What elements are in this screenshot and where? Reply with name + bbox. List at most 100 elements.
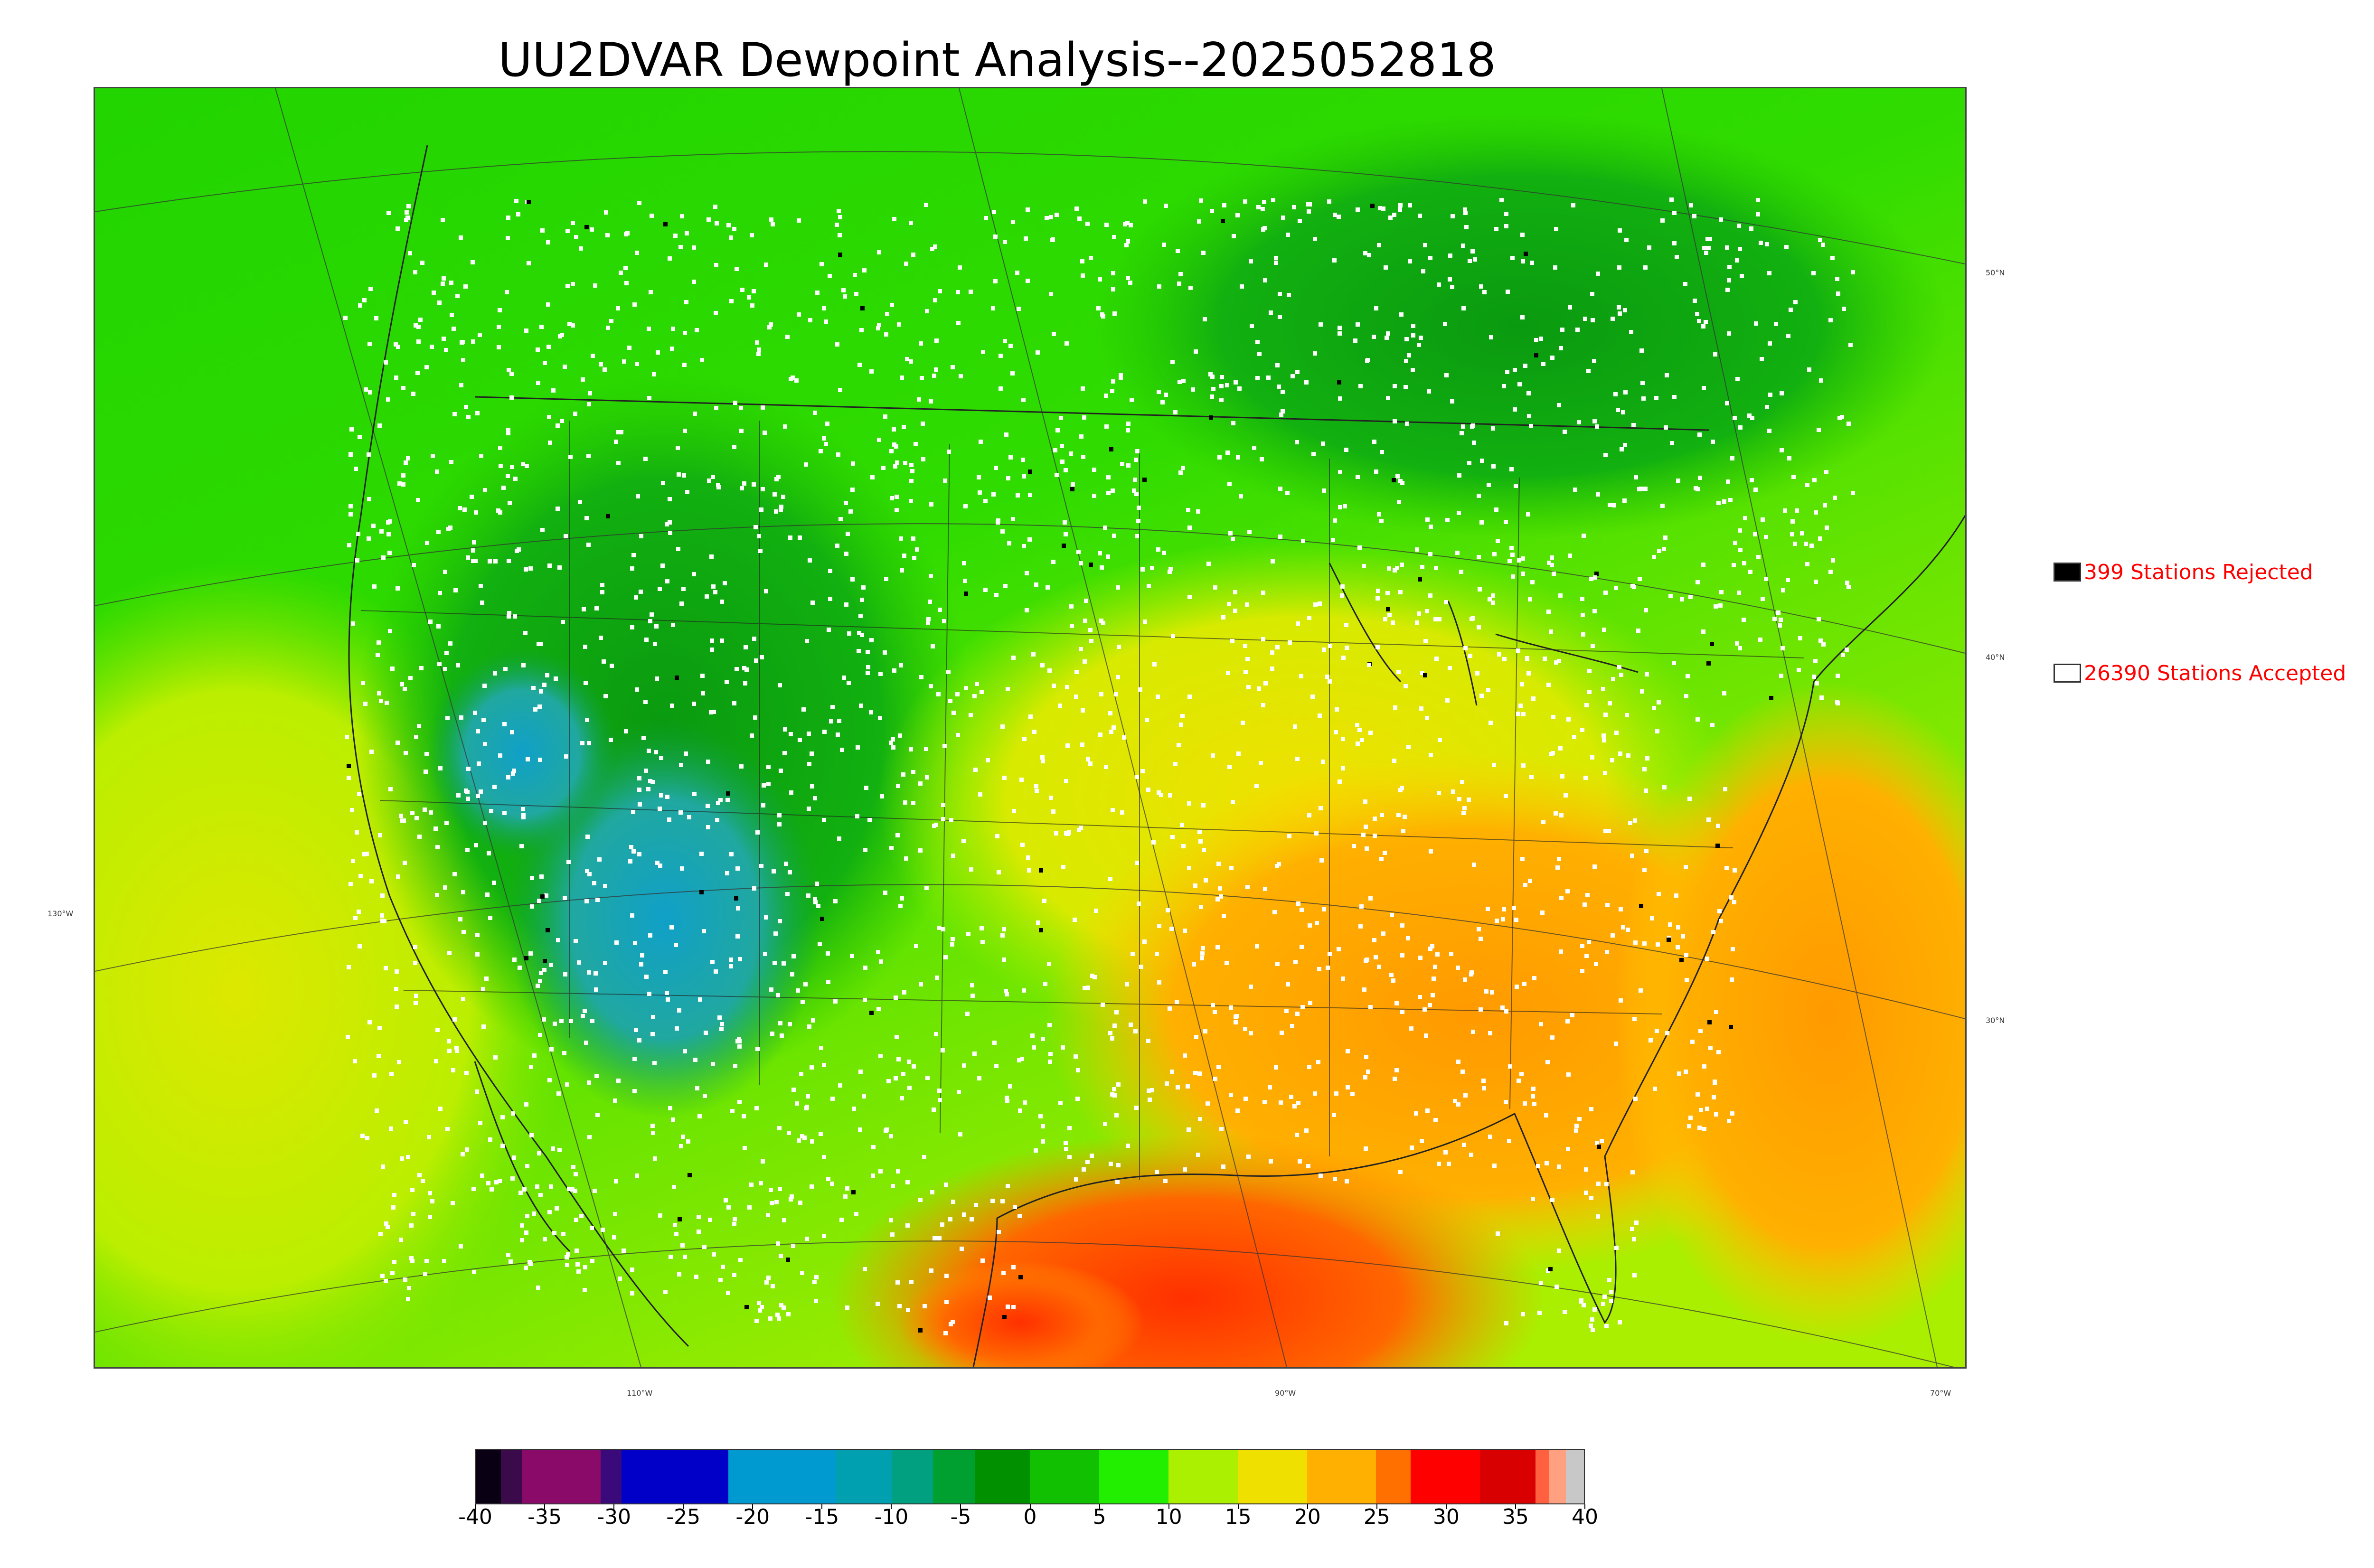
accepted-station-marker — [668, 256, 672, 261]
accepted-station-marker — [616, 306, 620, 310]
accepted-station-marker — [681, 1135, 685, 1139]
accepted-station-marker — [1228, 531, 1233, 535]
accepted-station-marker — [1683, 282, 1687, 286]
accepted-station-marker — [1360, 738, 1364, 742]
accepted-station-marker — [1479, 284, 1483, 289]
accepted-station-marker — [428, 620, 433, 624]
accepted-station-marker — [1719, 217, 1723, 222]
accepted-station-marker — [1644, 608, 1648, 612]
accepted-station-marker — [528, 566, 533, 571]
accepted-station-marker — [943, 1331, 948, 1335]
accepted-station-marker — [653, 1156, 657, 1161]
accepted-station-marker — [379, 529, 384, 534]
accepted-station-marker — [1103, 526, 1107, 530]
accepted-station-marker — [1473, 257, 1477, 262]
accepted-station-marker — [712, 710, 716, 714]
accepted-station-marker — [459, 715, 463, 720]
accepted-station-marker — [1052, 684, 1056, 688]
accepted-station-marker — [934, 367, 938, 372]
rejected-station-marker — [786, 1258, 790, 1262]
accepted-station-marker — [1697, 432, 1702, 437]
accepted-station-marker — [540, 528, 545, 532]
accepted-station-marker — [883, 414, 887, 419]
colorbar-segment — [622, 1450, 728, 1503]
accepted-station-marker — [1791, 475, 1796, 479]
accepted-station-marker — [1003, 339, 1007, 343]
accepted-station-marker — [634, 595, 638, 600]
accepted-station-marker — [587, 970, 591, 975]
accepted-station-marker — [1550, 555, 1554, 560]
accepted-station-marker — [1060, 460, 1065, 464]
accepted-station-marker — [1217, 455, 1222, 460]
accepted-station-marker — [1729, 895, 1733, 900]
accepted-station-marker — [827, 628, 831, 632]
accepted-station-marker — [1570, 1013, 1574, 1017]
accepted-station-marker — [1278, 292, 1282, 296]
accepted-station-marker — [1531, 696, 1536, 701]
accepted-station-marker — [693, 412, 697, 416]
accepted-station-marker — [1275, 864, 1279, 868]
accepted-station-marker — [1432, 976, 1436, 981]
legend-rejected: 399 Stations Rejected — [2054, 560, 2313, 584]
accepted-station-marker — [942, 619, 946, 623]
accepted-station-marker — [427, 1135, 431, 1139]
accepted-station-marker — [423, 1272, 427, 1276]
accepted-station-marker — [497, 325, 501, 329]
accepted-station-marker — [755, 1047, 760, 1051]
accepted-station-marker — [1521, 712, 1526, 716]
accepted-station-marker — [604, 210, 608, 215]
accepted-station-marker — [863, 1267, 867, 1271]
accepted-station-marker — [1510, 553, 1515, 557]
accepted-station-marker — [1346, 1085, 1350, 1089]
accepted-station-marker — [1147, 584, 1151, 588]
accepted-station-marker — [1738, 425, 1743, 430]
accepted-station-marker — [918, 848, 923, 853]
accepted-station-marker — [415, 371, 420, 375]
accepted-station-marker — [848, 509, 853, 514]
accepted-station-marker — [1019, 778, 1024, 782]
accepted-station-marker — [1187, 595, 1192, 599]
accepted-station-marker — [1731, 947, 1735, 951]
accepted-station-marker — [1384, 265, 1388, 270]
accepted-station-marker — [1216, 862, 1221, 866]
rejected-station-marker — [1769, 696, 1773, 700]
accepted-station-marker — [585, 869, 589, 873]
colorbar-segment — [1411, 1450, 1480, 1503]
accepted-station-marker — [362, 298, 367, 302]
accepted-station-marker — [628, 859, 632, 864]
accepted-station-marker — [414, 323, 418, 328]
accepted-station-marker — [941, 927, 945, 931]
accepted-station-marker — [1676, 925, 1680, 930]
accepted-station-marker — [684, 751, 688, 756]
accepted-station-marker — [1319, 858, 1324, 863]
accepted-station-marker — [435, 1028, 440, 1032]
accepted-station-marker — [896, 784, 900, 788]
accepted-station-marker — [512, 769, 516, 773]
accepted-station-marker — [1800, 531, 1804, 535]
accepted-station-marker — [1022, 544, 1026, 548]
accepted-station-marker — [1437, 617, 1441, 621]
accepted-station-marker — [1112, 1093, 1117, 1098]
accepted-station-marker — [991, 492, 996, 497]
accepted-station-marker — [1716, 501, 1721, 505]
accepted-station-marker — [755, 340, 759, 345]
accepted-station-marker — [1177, 282, 1181, 286]
accepted-station-marker — [1187, 526, 1192, 530]
accepted-station-marker — [1443, 1150, 1448, 1155]
accepted-station-marker — [536, 984, 540, 988]
accepted-station-marker — [1140, 769, 1145, 773]
accepted-station-marker — [1391, 620, 1395, 625]
accepted-station-marker — [1259, 761, 1263, 765]
accepted-station-marker — [970, 1217, 974, 1221]
accepted-station-marker — [922, 1155, 926, 1159]
accepted-station-marker — [1392, 759, 1396, 763]
accepted-station-marker — [1592, 864, 1597, 869]
accepted-station-marker — [1054, 831, 1058, 836]
accepted-station-marker — [390, 667, 395, 671]
accepted-station-marker — [369, 750, 374, 754]
accepted-station-marker — [909, 463, 914, 467]
accepted-station-marker — [1278, 487, 1282, 491]
accepted-station-marker — [1845, 648, 1849, 652]
accepted-station-marker — [1428, 593, 1432, 598]
rejected-station-marker — [1548, 1267, 1553, 1271]
